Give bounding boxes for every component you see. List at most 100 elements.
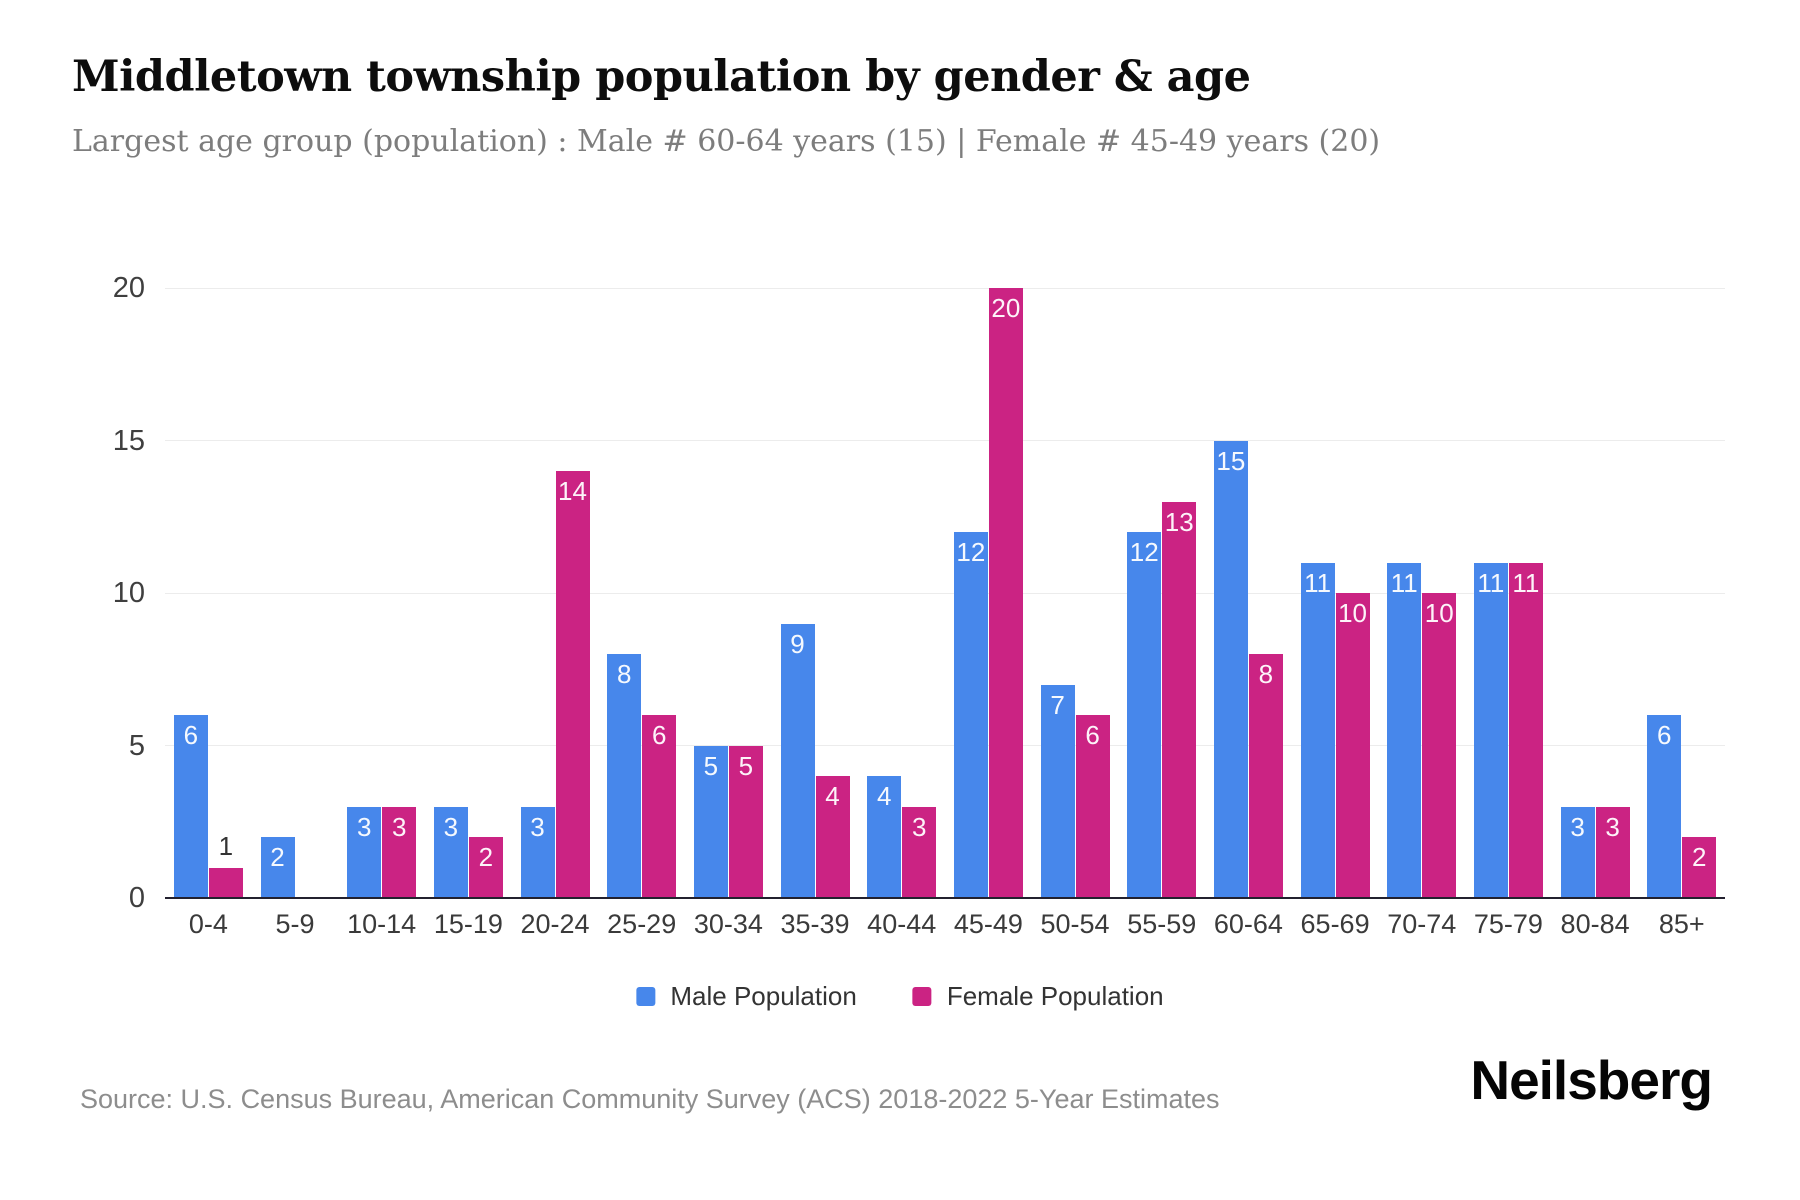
bar-female-45-49: 20 xyxy=(988,288,1023,898)
bar-male-70-74: 11 xyxy=(1387,562,1422,898)
y-axis-tick-label: 5 xyxy=(128,729,145,762)
bar-value-label: 6 xyxy=(1085,720,1100,750)
bar-male-0-4: 6 xyxy=(173,715,208,898)
bar-male-45-49: 12 xyxy=(953,532,988,898)
bar-value-label: 6 xyxy=(1657,720,1672,750)
x-axis-label: 50-54 xyxy=(1040,909,1110,939)
bar-male-50-54: 7 xyxy=(1040,684,1075,898)
bar-value-label: 4 xyxy=(825,781,840,811)
bar-value-label: 14 xyxy=(558,476,587,506)
legend-item-male: Male Population xyxy=(636,981,857,1012)
y-axis-tick-label: 10 xyxy=(112,577,145,609)
bar-value-label: 3 xyxy=(356,811,372,842)
x-axis-label: 20-24 xyxy=(520,909,590,939)
bar-value-label: 11 xyxy=(1477,567,1505,598)
x-axis-label: 5-9 xyxy=(275,909,315,939)
bar-group-75-79: 11 11 xyxy=(1465,288,1552,898)
bar-value-label: 3 xyxy=(1605,811,1620,842)
bar-group-60-64: 15 8 xyxy=(1205,288,1292,898)
bar-male-65-69: 11 xyxy=(1300,562,1335,898)
bar-value-label: 7 xyxy=(1050,689,1065,720)
x-axis-label: 60-64 xyxy=(1213,909,1283,939)
bar-female-55-59: 13 xyxy=(1162,501,1197,898)
bar-male-25-29: 8 xyxy=(607,654,642,898)
bar-female-20-24: 14 xyxy=(555,471,590,898)
bar-male-35-39: 9 xyxy=(780,623,815,898)
gridline xyxy=(165,287,1725,289)
bar-female-50-54: 6 xyxy=(1075,715,1110,898)
bar-female-75-79: 11 xyxy=(1508,562,1543,898)
bar-group-55-59: 12 13 xyxy=(1118,288,1205,898)
bar-male-5-9: 2 xyxy=(260,837,295,898)
x-axis-label: 85+ xyxy=(1658,909,1705,939)
bar-male-75-79: 11 xyxy=(1473,562,1508,898)
bar-value-label: 3 xyxy=(911,811,927,842)
x-axis-label: 65-69 xyxy=(1300,909,1370,939)
y-axis: 0 5 10 15 20 xyxy=(20,272,145,914)
bar-value-label: 9 xyxy=(790,628,805,659)
bar-female-10-14: 3 xyxy=(382,806,417,898)
bar-male-15-19: 3 xyxy=(433,806,468,898)
x-axis-label: 10-14 xyxy=(347,909,417,939)
bar-value-label: 5 xyxy=(738,750,754,781)
bar-female-35-39: 4 xyxy=(815,776,850,898)
gridline xyxy=(165,592,1725,594)
bar-value-label: 8 xyxy=(1258,659,1274,689)
bars: 6 1 2 3 3 3 2 3 14 8 6 5 5 9 4 4 3 12 20 7 6 12 13 15 8 11 10 11 10 1… xyxy=(165,288,1725,898)
bar-value-label: 3 xyxy=(443,811,459,842)
bar-female-60-64: 8 xyxy=(1248,654,1283,898)
gridline xyxy=(165,745,1725,746)
bar-value-label: 11 xyxy=(1304,567,1332,598)
bar-male-40-44: 4 xyxy=(867,776,902,898)
y-axis-tick-label: 15 xyxy=(112,424,145,457)
x-axis-label: 15-19 xyxy=(433,909,503,939)
bar-value-label: 15 xyxy=(1216,445,1246,476)
chart-subtitle: Largest age group (population) : Male # … xyxy=(72,124,1381,159)
bar-female-80-84: 3 xyxy=(1595,806,1630,898)
legend-swatch xyxy=(636,987,656,1006)
bar-value-label: 12 xyxy=(956,537,986,567)
bar-value-label: 3 xyxy=(1570,811,1585,842)
legend-label: Male Population xyxy=(670,981,857,1011)
bar-value-label: 6 xyxy=(183,720,199,750)
x-axis-label: 45-49 xyxy=(953,909,1023,939)
bar-value-label: 8 xyxy=(616,659,632,689)
bar-male-80-84: 3 xyxy=(1560,806,1595,898)
bar-value-label: 11 xyxy=(1512,567,1540,598)
bar-value-label: 1 xyxy=(218,830,234,861)
bar-value-label: 2 xyxy=(1692,842,1707,872)
bar-female-30-34: 5 xyxy=(728,745,763,898)
bar-female-0-4: 1 xyxy=(208,831,243,898)
bar-female-25-29: 6 xyxy=(642,715,677,898)
legend-item-female: Female Population xyxy=(912,981,1164,1012)
x-axis-label: 35-39 xyxy=(780,909,850,939)
x-axis-label: 80-84 xyxy=(1560,909,1630,939)
bar-female-85+: 2 xyxy=(1682,837,1717,898)
bar-male-30-34: 5 xyxy=(693,745,728,898)
bar-male-10-14: 3 xyxy=(347,806,382,898)
bar-value-label: 3 xyxy=(391,811,407,842)
bar-value-label: 10 xyxy=(1338,598,1368,628)
x-axis: 0-4 5-9 10-14 15-19 20-24 25-29 30-34 35-39 40-4… xyxy=(165,909,1725,940)
bar-value-label: 2 xyxy=(270,842,285,872)
x-axis-label: 40-44 xyxy=(867,909,937,939)
legend: Male Population Female Population xyxy=(636,981,1164,1012)
legend-swatch xyxy=(912,987,932,1006)
source-text: Source: U.S. Census Bureau, American Com… xyxy=(80,1084,1220,1114)
bar-value-label: 12 xyxy=(1129,537,1159,567)
bar-value-label: 6 xyxy=(651,720,667,750)
bar-group-5-9: 2 xyxy=(252,288,339,898)
x-axis-label: 0-4 xyxy=(188,909,228,939)
bar-value-label: 4 xyxy=(876,781,892,811)
gridline xyxy=(165,440,1725,441)
x-axis-label: 55-59 xyxy=(1127,909,1197,939)
